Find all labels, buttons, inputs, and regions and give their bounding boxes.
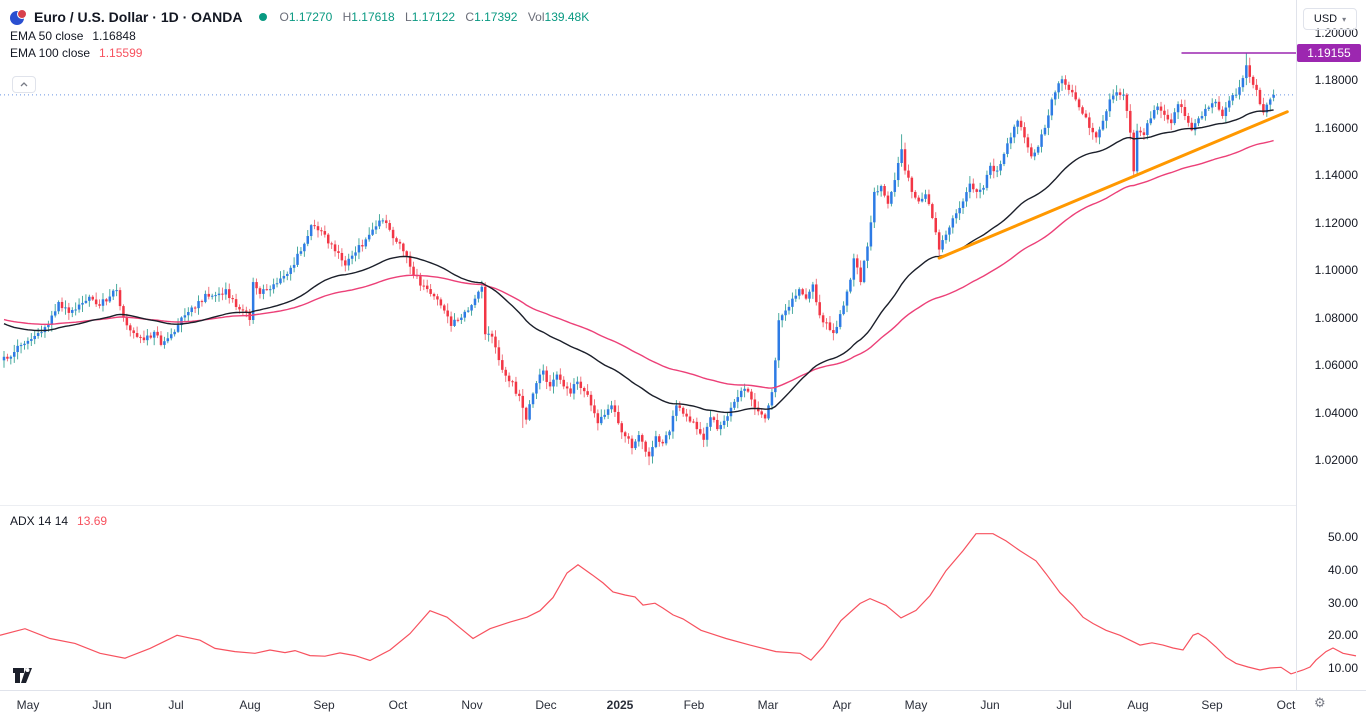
low-value: 1.17122 bbox=[411, 10, 456, 24]
timeframe-label: 1D bbox=[160, 9, 179, 25]
time-tick-label: 2025 bbox=[606, 698, 634, 712]
price-tick-label: 1.04000 bbox=[1314, 405, 1358, 420]
price-axis-border bbox=[1296, 0, 1297, 690]
ema100-legend[interactable]: EMA 100 close 1.15599 bbox=[10, 44, 589, 61]
time-tick-label: Oct bbox=[1276, 698, 1296, 712]
price-tick-label: 1.10000 bbox=[1314, 263, 1358, 278]
price-tick-label: 1.12000 bbox=[1314, 215, 1358, 230]
time-tick-label: Aug bbox=[239, 698, 261, 712]
price-tick-label: 1.16000 bbox=[1314, 120, 1358, 135]
ema50-label: EMA 50 close bbox=[10, 28, 84, 43]
open-value: 1.17270 bbox=[288, 10, 333, 24]
price-tick-label: 1.14000 bbox=[1314, 168, 1358, 183]
tradingview-logo[interactable] bbox=[12, 667, 34, 684]
high-price-badge: 1.19155 bbox=[1297, 44, 1361, 63]
time-tick-label: May bbox=[904, 698, 928, 712]
time-axis-settings-gear-icon[interactable]: ⚙ bbox=[1314, 695, 1326, 710]
ohlc-values: O1.17270 H1.17618 L1.17122 C1.17392 Vol1… bbox=[273, 10, 590, 24]
currency-pair-icon bbox=[10, 8, 27, 26]
ema100-label: EMA 100 close bbox=[10, 45, 91, 60]
volume-value: 139.48K bbox=[544, 10, 590, 24]
currency-label: USD bbox=[1313, 13, 1338, 25]
chevron-up-icon bbox=[20, 82, 28, 87]
price-tick-label: 1.08000 bbox=[1314, 310, 1358, 325]
price-tick-label: 1.02000 bbox=[1314, 452, 1358, 467]
adx-tick-label: 40.00 bbox=[1327, 562, 1358, 577]
price-tick-label: 1.06000 bbox=[1314, 358, 1358, 373]
market-open-dot-icon bbox=[258, 13, 267, 21]
volume-label: Vol bbox=[527, 10, 545, 24]
pane-divider[interactable] bbox=[0, 505, 1296, 506]
time-tick-label: Jul bbox=[1056, 698, 1072, 712]
time-tick-label: Jul bbox=[168, 698, 184, 712]
legend-collapse-button[interactable] bbox=[12, 76, 36, 93]
time-tick-label: May bbox=[16, 698, 40, 712]
ema50-value: 1.16848 bbox=[92, 28, 136, 43]
time-tick-label: Sep bbox=[1201, 698, 1223, 712]
time-axis-border bbox=[0, 690, 1366, 691]
adx-tick-label: 20.00 bbox=[1327, 628, 1358, 643]
symbol-title[interactable]: Euro / U.S. Dollar · 1D · OANDA bbox=[34, 9, 243, 25]
time-tick-label: Jun bbox=[980, 698, 1000, 712]
currency-selector-button[interactable]: USD ▾ bbox=[1303, 8, 1357, 30]
low-label: L bbox=[405, 10, 412, 24]
adx-tick-label: 10.00 bbox=[1327, 661, 1358, 675]
adx-label: ADX 14 14 bbox=[10, 514, 69, 528]
tradingview-logo-icon bbox=[13, 668, 32, 683]
adx-tick-label: 50.00 bbox=[1327, 530, 1358, 544]
close-label: C bbox=[465, 10, 475, 24]
ema100-value: 1.15599 bbox=[99, 45, 143, 60]
ema50-legend[interactable]: EMA 50 close 1.16848 bbox=[10, 27, 589, 44]
time-tick-label: Nov bbox=[461, 698, 483, 712]
time-tick-label: Jun bbox=[92, 698, 112, 712]
high-label: H bbox=[342, 10, 352, 24]
adx-tick-label: 30.00 bbox=[1327, 595, 1358, 610]
time-tick-label: Mar bbox=[757, 698, 779, 712]
time-tick-label: Oct bbox=[388, 698, 408, 712]
time-tick-label: Aug bbox=[1127, 698, 1149, 712]
adx-value: 13.69 bbox=[77, 514, 108, 528]
symbol-legend: Euro / U.S. Dollar · 1D · OANDA O1.17270… bbox=[10, 7, 589, 61]
high-value: 1.17618 bbox=[351, 10, 395, 24]
open-label: O bbox=[279, 10, 289, 24]
chevron-down-icon: ▾ bbox=[1342, 14, 1347, 24]
time-tick-label: Sep bbox=[313, 698, 335, 712]
price-tick-label: 1.18000 bbox=[1314, 73, 1358, 88]
exchange-label: OANDA bbox=[191, 9, 243, 25]
adx-legend[interactable]: ADX 14 14 13.69 bbox=[10, 514, 107, 528]
time-tick-label: Feb bbox=[683, 698, 705, 712]
time-tick-label: Dec bbox=[535, 698, 557, 712]
close-value: 1.17392 bbox=[474, 10, 518, 24]
time-tick-label: Apr bbox=[832, 698, 852, 712]
